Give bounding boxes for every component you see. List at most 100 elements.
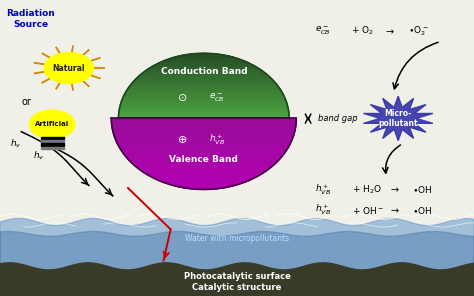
Polygon shape	[364, 96, 433, 141]
Polygon shape	[127, 89, 281, 90]
Polygon shape	[133, 82, 275, 83]
Polygon shape	[117, 142, 291, 143]
Polygon shape	[118, 115, 289, 116]
Polygon shape	[153, 65, 255, 66]
Polygon shape	[128, 158, 280, 159]
Polygon shape	[141, 74, 267, 75]
Polygon shape	[114, 135, 293, 136]
Polygon shape	[157, 63, 250, 64]
Text: $\rightarrow$: $\rightarrow$	[389, 205, 400, 215]
Polygon shape	[169, 184, 239, 185]
Text: $h^+_{VB}$: $h^+_{VB}$	[315, 203, 331, 217]
Text: $\bullet$OH: $\bullet$OH	[412, 205, 433, 216]
Polygon shape	[119, 113, 289, 114]
Bar	[41, 147, 64, 149]
Polygon shape	[167, 59, 241, 60]
Polygon shape	[153, 178, 255, 179]
Polygon shape	[150, 67, 258, 68]
Text: $h^+_{VB}$: $h^+_{VB}$	[209, 133, 225, 147]
Text: $\bullet$OH: $\bullet$OH	[412, 184, 433, 195]
Polygon shape	[120, 105, 288, 106]
Polygon shape	[172, 185, 236, 186]
Polygon shape	[135, 79, 273, 80]
Polygon shape	[121, 150, 286, 151]
Polygon shape	[121, 149, 287, 150]
Polygon shape	[118, 117, 289, 118]
Polygon shape	[130, 161, 278, 162]
Polygon shape	[124, 94, 283, 95]
Polygon shape	[157, 180, 251, 181]
Polygon shape	[112, 126, 296, 127]
Polygon shape	[112, 124, 296, 125]
Text: $e^-_{CB}$: $e^-_{CB}$	[315, 25, 331, 37]
Polygon shape	[132, 163, 276, 164]
Text: $h_\nu$: $h_\nu$	[33, 149, 45, 162]
Polygon shape	[123, 97, 285, 98]
Polygon shape	[164, 182, 244, 183]
Polygon shape	[117, 143, 291, 144]
Polygon shape	[138, 168, 270, 169]
Polygon shape	[119, 111, 289, 112]
Polygon shape	[128, 159, 280, 160]
Polygon shape	[147, 69, 260, 70]
Polygon shape	[118, 145, 290, 146]
Text: or: or	[21, 97, 31, 107]
Polygon shape	[122, 98, 285, 99]
Polygon shape	[155, 179, 253, 180]
Polygon shape	[119, 147, 289, 148]
Text: $\rightarrow$: $\rightarrow$	[384, 26, 395, 36]
Polygon shape	[142, 73, 266, 74]
Polygon shape	[181, 55, 227, 56]
Text: $\rightarrow$: $\rightarrow$	[389, 184, 400, 194]
Polygon shape	[130, 84, 277, 85]
Polygon shape	[121, 103, 287, 104]
Polygon shape	[118, 144, 290, 145]
Circle shape	[44, 53, 93, 83]
Polygon shape	[191, 53, 217, 54]
Polygon shape	[163, 61, 245, 62]
Text: Catalytic structure: Catalytic structure	[192, 283, 282, 292]
Polygon shape	[124, 95, 284, 96]
Polygon shape	[111, 121, 296, 122]
Polygon shape	[166, 183, 242, 184]
Polygon shape	[111, 120, 296, 121]
Polygon shape	[172, 57, 236, 58]
Polygon shape	[118, 114, 289, 115]
Polygon shape	[150, 176, 258, 177]
Polygon shape	[119, 148, 288, 149]
Polygon shape	[121, 101, 286, 102]
Text: Radiation
Source: Radiation Source	[7, 9, 55, 29]
Polygon shape	[136, 166, 272, 167]
Polygon shape	[119, 112, 289, 113]
Polygon shape	[164, 60, 243, 61]
Polygon shape	[119, 108, 288, 109]
Text: $\bullet$O$^-_2$: $\bullet$O$^-_2$	[408, 24, 428, 38]
Text: + O$_2$: + O$_2$	[351, 25, 374, 37]
Polygon shape	[122, 100, 286, 101]
Polygon shape	[122, 152, 285, 153]
Text: Natural: Natural	[53, 64, 85, 73]
Text: Water with micropollutants: Water with micropollutants	[185, 234, 289, 243]
Polygon shape	[128, 88, 280, 89]
Polygon shape	[138, 76, 270, 77]
Text: Micro-
pollutant: Micro- pollutant	[378, 109, 418, 128]
Polygon shape	[119, 110, 289, 111]
Polygon shape	[118, 116, 289, 117]
Polygon shape	[116, 140, 292, 141]
Text: $h_\nu$: $h_\nu$	[9, 137, 21, 150]
Text: Photocatalytic surface: Photocatalytic surface	[183, 272, 291, 281]
Polygon shape	[136, 78, 272, 79]
Polygon shape	[112, 128, 295, 129]
Polygon shape	[137, 167, 271, 168]
Polygon shape	[119, 109, 288, 110]
Polygon shape	[159, 62, 249, 63]
Polygon shape	[129, 86, 278, 87]
Polygon shape	[134, 80, 273, 81]
Polygon shape	[123, 153, 284, 154]
Polygon shape	[143, 72, 265, 73]
Polygon shape	[125, 155, 283, 156]
Polygon shape	[122, 151, 286, 152]
Text: Artificial: Artificial	[35, 121, 69, 127]
Polygon shape	[113, 130, 295, 131]
Polygon shape	[114, 134, 294, 135]
